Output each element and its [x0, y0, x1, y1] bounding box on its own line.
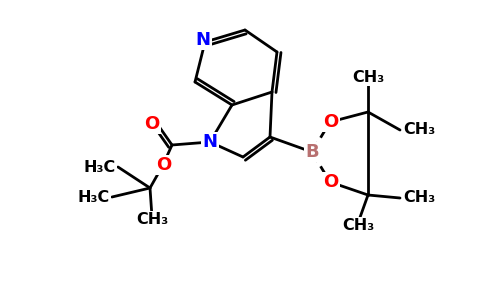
Text: B: B — [305, 143, 319, 161]
Text: CH₃: CH₃ — [403, 122, 435, 137]
Text: H₃C: H₃C — [84, 160, 116, 175]
Text: CH₃: CH₃ — [403, 190, 435, 206]
Text: N: N — [202, 133, 217, 151]
Text: O: O — [156, 156, 172, 174]
Text: O: O — [323, 173, 339, 191]
Text: CH₃: CH₃ — [136, 212, 168, 227]
Text: CH₃: CH₃ — [352, 70, 384, 85]
Text: O: O — [323, 113, 339, 131]
Text: N: N — [196, 31, 211, 49]
Text: CH₃: CH₃ — [342, 218, 374, 233]
Text: H₃C: H₃C — [78, 190, 110, 205]
Text: O: O — [144, 115, 160, 133]
